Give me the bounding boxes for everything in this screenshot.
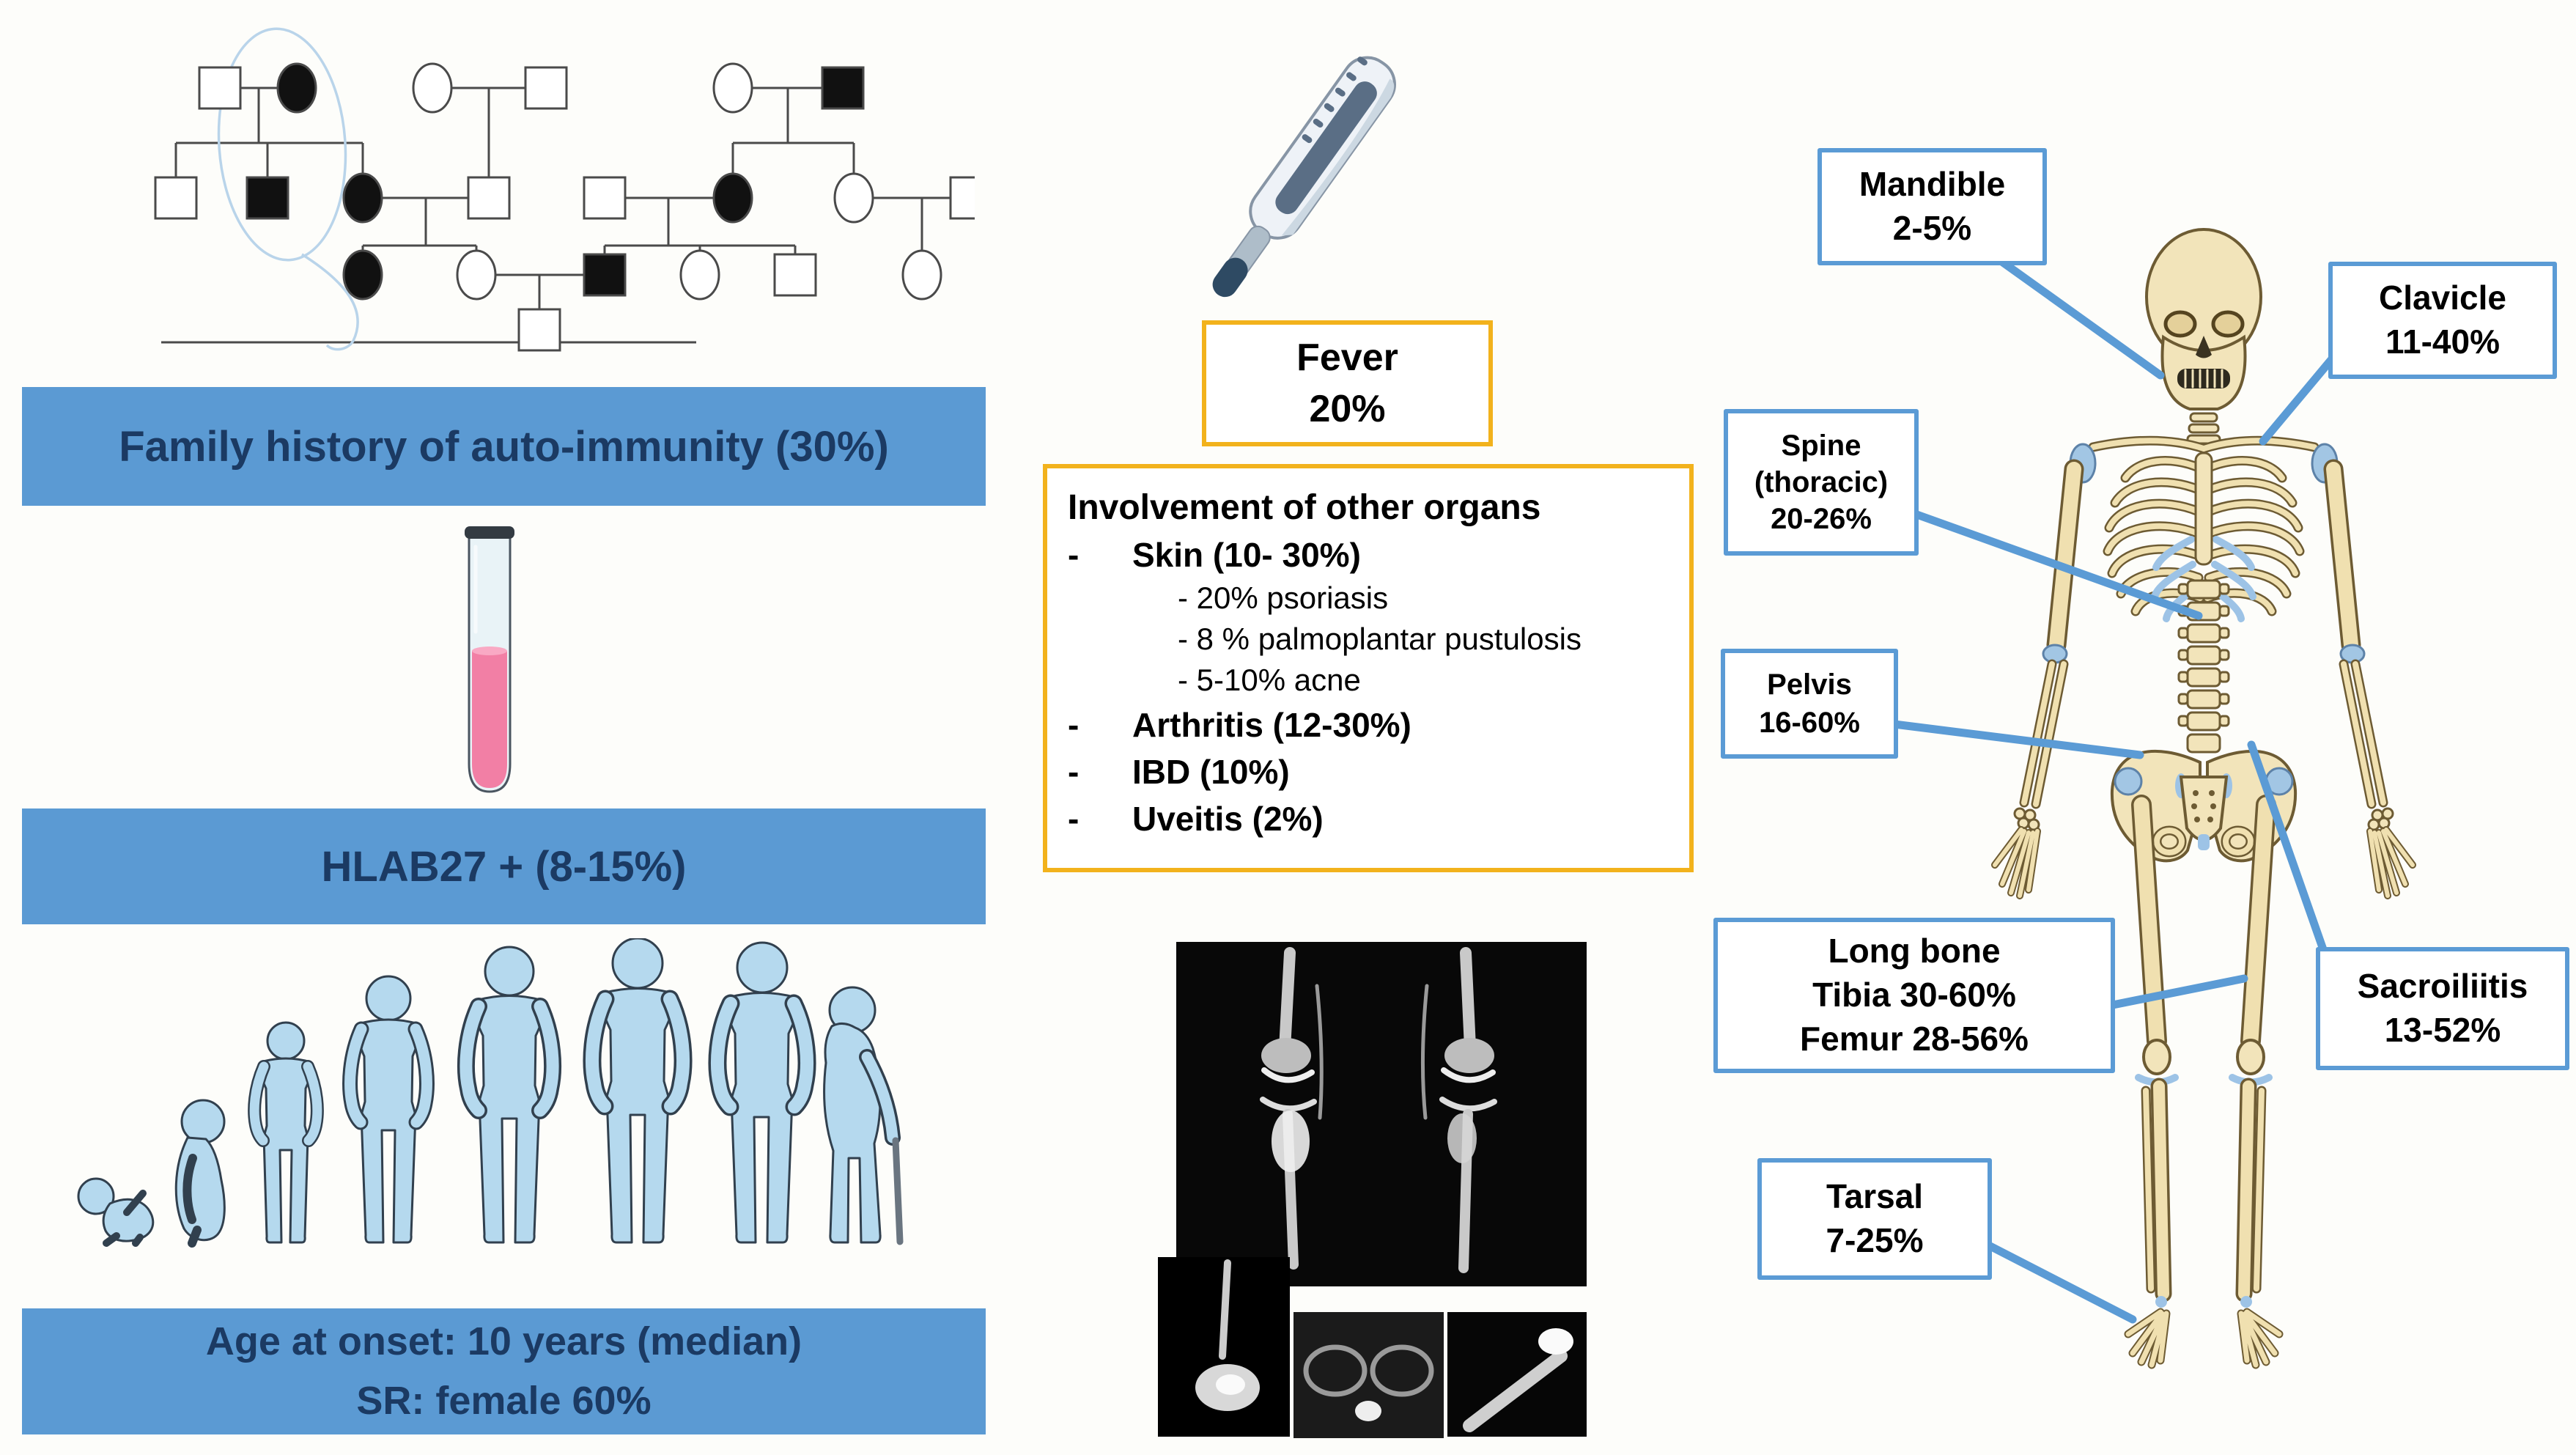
fever-title: Fever [1296,336,1398,379]
list-item-ibd: - IBD (10%) [1068,753,1290,791]
family-history-text: Family history of auto-immunity (30%) [119,422,889,471]
blood-test-tube-icon [465,526,514,793]
cane-icon [892,1137,904,1245]
hlab27-banner: HLAB27 + (8-15%) [22,808,986,924]
age-onset-banner: Age at onset: 10 years (median) SR: fema… [22,1308,986,1434]
fever-box: Fever 20% [1202,320,1493,446]
family-history-banner: Family history of auto-immunity (30%) [22,387,986,506]
label-tarsal: Tarsal 7-25% [1757,1158,1992,1280]
fever-value: 20% [1309,388,1386,430]
label-sacroiliitis: Sacroiliitis 13-52% [2316,947,2569,1070]
thermometer-icon [1212,56,1396,298]
age-onset-text: Age at onset: 10 years (median) [205,1319,802,1363]
label-long-bone: Long bone Tibia 30-60% Femur 28-56% [1713,918,2115,1073]
label-spine-thoracic: Spine (thoracic) 20-26% [1724,409,1919,556]
list-item-skin: - Skin (10- 30%) [1068,536,1361,574]
human-growth-stages-icon [77,938,904,1248]
mri-image [1158,942,1587,1438]
hlab27-text: HLAB27 + (8-15%) [321,842,687,891]
list-subitem-pustulosis: - 8 % palmoplantar pustulosis [1178,622,1582,656]
label-mandible: Mandible 2-5% [1817,148,2047,265]
selection-lasso [217,27,359,351]
sex-ratio-text: SR: female 60% [356,1379,652,1423]
list-subitem-acne: - 5-10% acne [1178,663,1361,697]
organ-involvement-box: Involvement of other organs - Skin (10- … [1043,464,1694,872]
label-pelvis: Pelvis 16-60% [1721,649,1898,759]
label-clavicle: Clavicle 11-40% [2328,262,2557,379]
skeleton-illustration [1991,228,2416,1369]
list-subitem-psoriasis: - 20% psoriasis [1178,581,1389,615]
organ-box-title: Involvement of other organs [1068,488,1541,527]
list-item-arthritis: - Arthritis (12-30%) [1068,706,1411,744]
list-item-uveitis: - Uveitis (2%) [1068,800,1324,838]
family-pedigree-chart-icon [154,27,975,352]
